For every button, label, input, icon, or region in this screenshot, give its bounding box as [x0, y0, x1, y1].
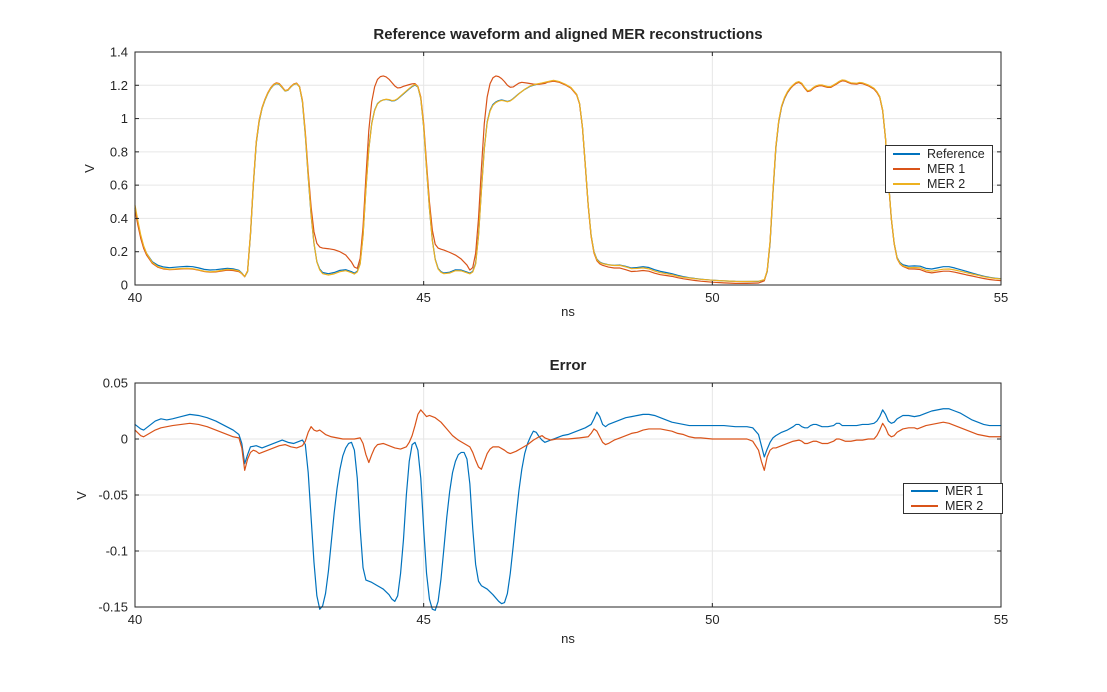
axes-box	[134, 51, 1002, 286]
x-tick-label: 50	[705, 612, 719, 627]
legend-line-sample	[911, 504, 938, 507]
series-line-mer-2	[134, 409, 1002, 471]
x-tick-label: 45	[416, 612, 430, 627]
y-tick-label: 0.05	[103, 376, 128, 391]
x-tick-label: 55	[994, 290, 1008, 305]
x-tick-label: 50	[705, 290, 719, 305]
legend-label: MER 1	[927, 162, 966, 176]
legend-label: MER 2	[945, 498, 984, 513]
series-line-mer-1	[134, 408, 1002, 611]
legend-label: MER 1	[945, 484, 984, 499]
y-tick-label: 1.4	[110, 45, 128, 60]
y-tick-label: -0.15	[98, 600, 128, 615]
legend-label: Reference	[927, 146, 985, 161]
waveform-chart: 40 45 50 55 0 0.2 0.4 0.6 0.8 1 1.2 1.4	[110, 45, 1008, 306]
y-tick-label: 0	[121, 432, 128, 447]
legend-entry: MER 2	[904, 499, 1002, 514]
chart-title-error: Error	[549, 357, 587, 374]
x-tick-label: 40	[128, 290, 142, 305]
legend-entry: MER 1	[904, 484, 1002, 499]
legend-entry: MER 2	[886, 177, 992, 192]
x-tick-label: 40	[128, 612, 142, 627]
x-axis-label-error: ns	[561, 631, 575, 646]
series-line-mer-2	[134, 79, 1002, 283]
legend-line-sample	[893, 152, 920, 155]
chart-title-waveform: Reference waveform and aligned MER recon…	[373, 26, 763, 43]
y-tick-label: -0.05	[98, 488, 128, 503]
y-tick-label: 0.2	[110, 244, 128, 259]
legend-entry: MER 1	[886, 162, 992, 177]
series-line-mer-1	[134, 75, 1002, 284]
legend-entry: Reference	[886, 146, 992, 161]
legend-line-sample	[893, 168, 920, 170]
x-tick-label: 55	[994, 612, 1008, 627]
y-tick-label: 0.6	[110, 178, 128, 193]
y-tick-label: 1	[121, 111, 128, 126]
legend-error: MER 1 MER 2	[903, 483, 1003, 514]
y-tick-label: 0.4	[110, 211, 128, 226]
y-tick-label: -0.1	[106, 544, 128, 559]
y-tick-label: 0	[121, 278, 128, 293]
x-axis-label-waveform: ns	[561, 304, 575, 319]
legend-label: MER 2	[927, 177, 966, 192]
y-tick-label: 1.2	[110, 78, 128, 93]
legend-waveform: Reference MER 1 MER 2	[885, 145, 993, 193]
y-tick-label: 0.8	[110, 144, 128, 159]
legend-line-sample	[893, 183, 920, 186]
legend-line-sample	[911, 490, 938, 493]
x-tick-label: 45	[416, 290, 430, 305]
